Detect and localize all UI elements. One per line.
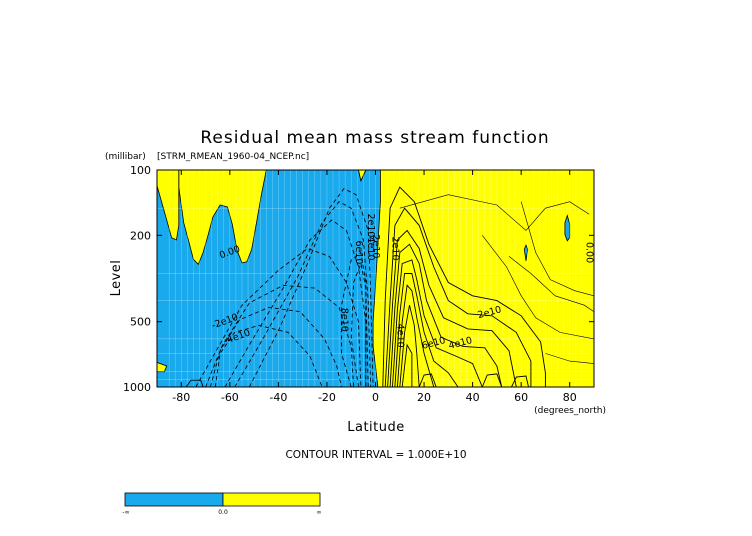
x-tick-label: 40: [466, 391, 480, 404]
contour-line-positive: [396, 284, 435, 387]
contour-line-positive: [394, 273, 459, 387]
positive-fill-notch: [358, 170, 367, 182]
contour-line-negative: [195, 248, 362, 387]
contour-line-negative: [224, 219, 367, 387]
contour-label: 2e10: [370, 234, 381, 258]
contour-label: 2e10: [365, 213, 376, 237]
contour-line-negative: [350, 262, 369, 387]
x-tick-label: 0: [372, 391, 379, 404]
y-tick-label: 100: [130, 164, 151, 177]
contour-line-negative: [214, 324, 323, 387]
contour-line-negative: [209, 307, 342, 387]
contour-lines: [185, 186, 594, 387]
contour-line-positive: [185, 379, 204, 387]
contour-line-negative: [341, 251, 367, 387]
contour-line-positive: [382, 186, 546, 387]
contour-line-positive: [387, 229, 517, 387]
contour-line-positive: [401, 343, 413, 387]
colorbar-label-zero: 0.0: [218, 509, 228, 516]
x-tick-label: -60: [221, 391, 239, 404]
plot-area: 0.00 0.002e104e106e102e108e10-2e10-4e102e…: [157, 170, 595, 387]
contour-line-negative: [234, 201, 372, 387]
y-tick-label: 500: [130, 316, 151, 329]
y-axis-label: Level: [109, 260, 124, 297]
x-tick-label: 20: [417, 391, 431, 404]
contour-line-positive: [392, 259, 483, 387]
y-tick-label: 1000: [123, 381, 151, 394]
x-tick-label: 60: [514, 391, 528, 404]
x-tick-label: -20: [318, 391, 336, 404]
contour-interval-text: CONTOUR INTERVAL = 1.000E+10: [285, 449, 466, 461]
x-tick-label: 80: [563, 391, 577, 404]
negative-fill-islet-south: [523, 244, 529, 261]
y-tick-label: 200: [130, 229, 151, 242]
colorbar-label-pos-inf: ∞: [317, 509, 322, 516]
negative-fill-islet-north: [564, 214, 571, 242]
colorbar-label-neg-inf: -∞: [122, 509, 129, 516]
contour-line-positive: [399, 305, 420, 387]
x-tick-label: -40: [269, 391, 287, 404]
negative-fill-main: [157, 170, 381, 387]
contour-label: 8e10: [338, 308, 349, 332]
contour-line-thin: [520, 201, 594, 297]
contour-line-positive: [418, 373, 437, 387]
contour-line-positive: [389, 243, 503, 387]
contour-line-thin: [508, 256, 594, 312]
contour-line-thin: [545, 353, 594, 364]
colorbar: -∞ 0.0 ∞: [122, 492, 322, 516]
x-axis-label: Latitude: [347, 420, 405, 435]
contour-label: 4e10: [394, 324, 405, 348]
contour-line-negative: [205, 284, 355, 387]
contour-label: 4e10: [365, 237, 376, 261]
x-tick-label: -80: [172, 391, 190, 404]
contour-line-positive: [384, 207, 532, 387]
contour-line-negative: [248, 188, 374, 387]
chart-title: Residual mean mass stream function: [200, 128, 549, 148]
colorbar-negative-swatch: [124, 492, 224, 507]
contour-line-thin: [482, 235, 594, 340]
colorbar-positive-swatch: [222, 492, 321, 507]
axis-ticks: -80 -60 -40 -20 0 20 40 60 80 100 200 500 1000: [123, 164, 594, 404]
contour-label: 0.00: [584, 242, 595, 263]
contour-label: 6e10: [353, 241, 364, 265]
positive-fill-lobe: [157, 170, 180, 241]
contour-label: 2e10: [389, 237, 400, 261]
x-units-label: (degrees_north): [534, 406, 606, 416]
y-units-label: (millibar): [105, 152, 146, 162]
contour-line-positive: [481, 373, 503, 387]
chart-subtitle: [STRM_RMEAN_1960-04_NCEP.nc]: [157, 152, 309, 162]
contour-line-positive: [511, 375, 529, 387]
contour-line-thin: [399, 194, 590, 231]
